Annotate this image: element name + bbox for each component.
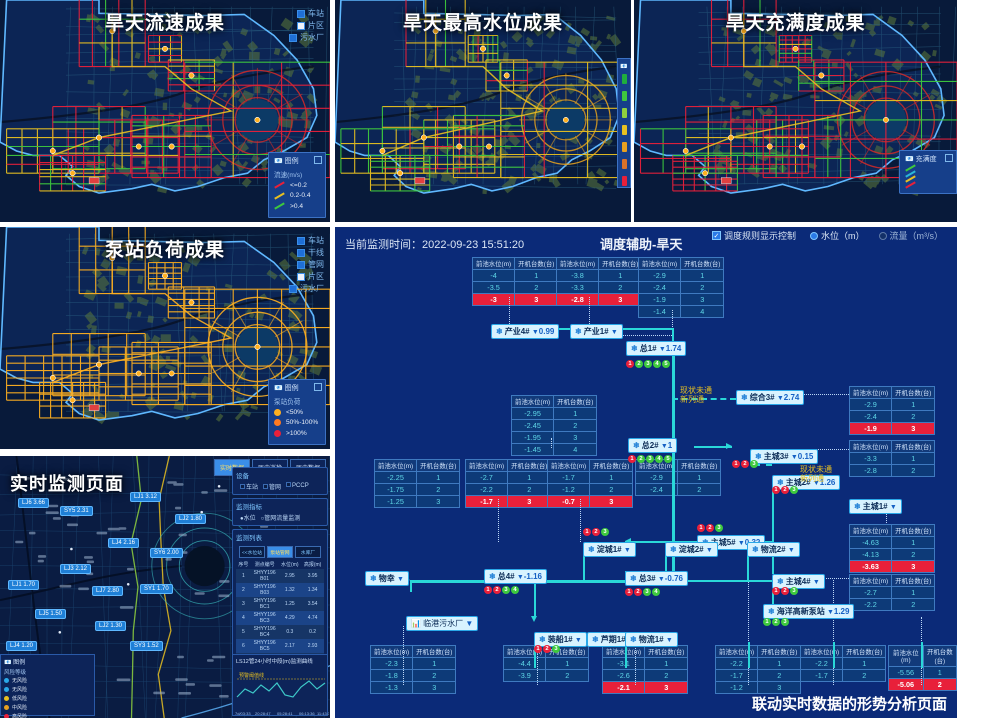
svg-text:05:28:41: 05:28:41 <box>277 711 293 716</box>
svg-text:7d/03:33: 7d/03:33 <box>235 711 251 716</box>
svg-text:11:43:30: 11:43:30 <box>317 711 329 716</box>
svg-text:预警阈值线: 预警阈值线 <box>239 672 264 679</box>
svg-text:20:28:47: 20:28:47 <box>255 711 271 716</box>
svg-text:06:13:36: 06:13:36 <box>299 711 315 716</box>
